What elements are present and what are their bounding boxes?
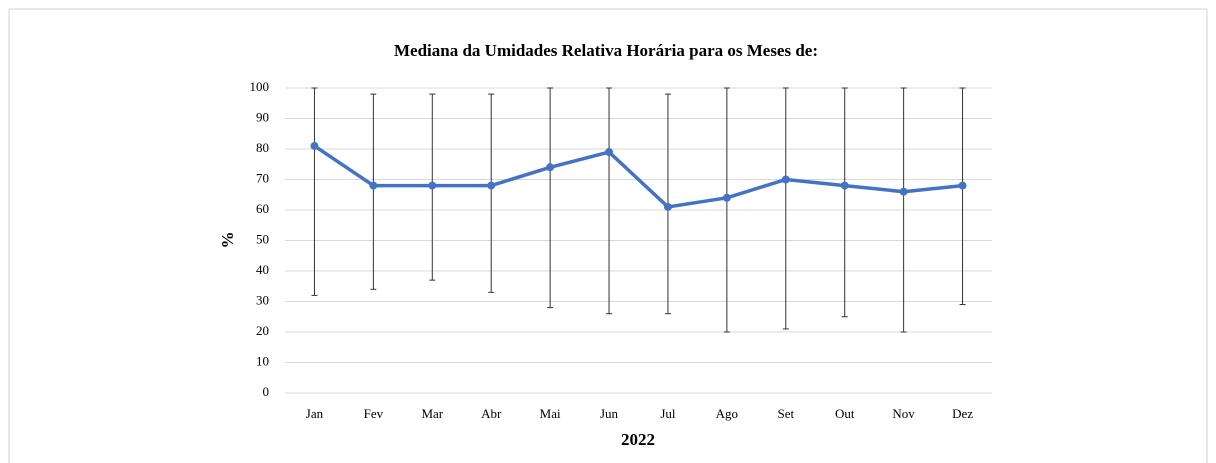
- data-point: [958, 181, 967, 190]
- data-point: [781, 175, 790, 184]
- data-point: [428, 181, 437, 190]
- y-tick-label: 60: [256, 201, 269, 216]
- x-tick-label: Dez: [952, 406, 973, 421]
- chart-frame: [8, 8, 1208, 463]
- data-point: [722, 193, 731, 202]
- x-tick-label: Abr: [481, 406, 502, 421]
- x-tick-label: Jul: [660, 406, 676, 421]
- y-tick-label: 40: [256, 262, 269, 277]
- x-tick-label: Jan: [306, 406, 324, 421]
- data-point: [487, 181, 496, 190]
- x-tick-label: Nov: [892, 406, 915, 421]
- data-point: [663, 202, 672, 211]
- data-point: [605, 148, 614, 157]
- y-tick-label: 100: [250, 79, 270, 94]
- x-tick-label: Set: [777, 406, 794, 421]
- y-tick-label: 0: [263, 384, 270, 399]
- y-tick-label: 30: [256, 292, 269, 307]
- data-point: [310, 141, 319, 150]
- data-point: [546, 163, 555, 172]
- x-tick-label: Out: [835, 406, 855, 421]
- y-tick-label: 90: [256, 109, 269, 124]
- data-line: [313, 144, 963, 209]
- y-tick-label: 80: [256, 140, 269, 155]
- data-point: [840, 181, 849, 190]
- y-tick-label: 70: [256, 170, 269, 185]
- x-tick-label: Fev: [364, 406, 384, 421]
- data-point: [369, 181, 378, 190]
- data-point: [899, 187, 908, 196]
- x-tick-label: Mar: [421, 406, 443, 421]
- x-tick-label: Jun: [600, 406, 619, 421]
- x-tick-label: Ago: [716, 406, 738, 421]
- chart-title: Mediana da Umidades Relativa Horária par…: [394, 41, 818, 60]
- y-axis-title: %: [218, 232, 237, 249]
- x-tick-label: Mai: [540, 406, 561, 421]
- y-tick-label: 10: [256, 353, 269, 368]
- y-tick-label: 20: [256, 323, 269, 338]
- y-tick-label: 50: [256, 231, 269, 246]
- x-axis-title: 2022: [621, 430, 655, 449]
